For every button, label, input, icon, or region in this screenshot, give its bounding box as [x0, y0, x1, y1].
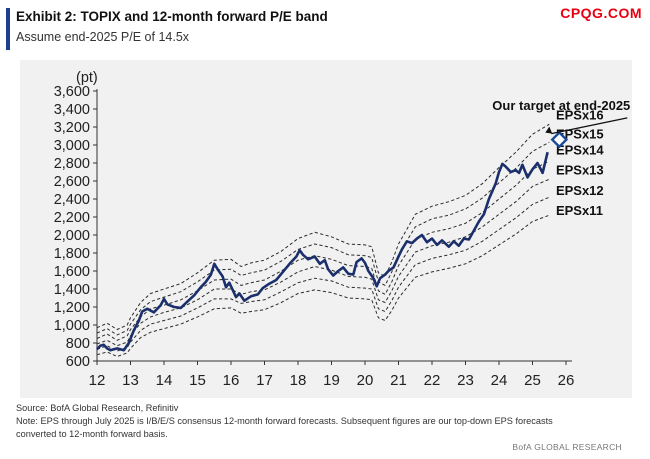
y-axis-unit-label: (pt)	[76, 70, 98, 86]
footnote-line-1: Note: EPS through July 2025 is I/B/E/S c…	[16, 416, 553, 426]
x-tick-label: 20	[357, 372, 374, 389]
x-axis: 12 13 14 15 16 17 18 19 20 21 22 23 24 25 26	[89, 360, 575, 389]
y-tick-label: 600	[66, 354, 90, 370]
y-tick-label: 2,000	[54, 228, 90, 244]
band-label-epsx14: EPSx14	[556, 143, 604, 158]
band-label-epsx12: EPSx12	[556, 183, 604, 198]
topix-line	[96, 151, 549, 352]
target-arrow-line	[551, 117, 628, 135]
y-tick-label: 2,800	[54, 156, 90, 172]
plot-area	[20, 60, 632, 398]
y-tick-label: 3,600	[54, 84, 90, 100]
x-tick-label: 16	[223, 372, 240, 389]
y-tick-label: 1,800	[54, 246, 90, 262]
band-line-epsx14	[96, 160, 550, 341]
brand-label: BofA GLOBAL RESEARCH	[512, 442, 622, 452]
y-tick-label: 800	[66, 336, 90, 352]
x-tick-label: 15	[189, 372, 206, 389]
band-label-epsx16: EPSx16	[556, 107, 604, 122]
y-tick-label: 3,000	[54, 138, 90, 154]
target-diamond-marker	[550, 130, 569, 149]
x-tick-label: 14	[156, 372, 173, 389]
x-tick-label: 22	[424, 372, 441, 389]
topix-series	[96, 151, 549, 352]
band-label-epsx13: EPSx13	[556, 162, 604, 177]
x-tick-label: 12	[89, 372, 106, 389]
source-note: Source: BofA Global Research, Refinitiv	[16, 403, 179, 413]
exhibit-subtitle: Assume end-2025 P/E of 14.5x	[16, 30, 190, 44]
watermark-logo: CPQG.COM	[560, 5, 642, 21]
pe-band-lines	[96, 123, 550, 358]
exhibit-title: Exhibit 2: TOPIX and 12-month forward P/…	[16, 9, 328, 24]
x-tick-label: 13	[122, 372, 139, 389]
footnote-line-2: converted to 12-month forward basis.	[16, 429, 168, 439]
title-accent-bar	[6, 8, 10, 50]
x-tick-label: 24	[491, 372, 508, 389]
y-axis: 600 800 1,000 1,200 1,400 1,600 1,800 2,000 2,20…	[54, 70, 98, 370]
band-line-epsx15	[96, 141, 550, 336]
x-tick-label: 18	[290, 372, 307, 389]
x-tick-label: 17	[256, 372, 273, 389]
y-tick-label: 1,600	[54, 264, 90, 280]
x-tick-label: 21	[390, 372, 407, 389]
y-tick-label: 2,200	[54, 210, 90, 226]
annotations: EPSx16EPSx15EPSx14EPSx13EPSx12EPSx11Our …	[492, 98, 630, 218]
y-tick-label: 3,400	[54, 102, 90, 118]
y-tick-label: 1,200	[54, 300, 90, 316]
y-tick-label: 2,400	[54, 192, 90, 208]
band-line-epsx16	[96, 123, 550, 331]
y-tick-label: 3,200	[54, 120, 90, 136]
x-tick-label: 25	[524, 372, 541, 389]
x-tick-label: 23	[457, 372, 474, 389]
x-tick-label: 19	[323, 372, 340, 389]
y-tick-label: 2,600	[54, 174, 90, 190]
x-tick-label: 26	[558, 372, 575, 389]
band-line-epsx11	[96, 214, 550, 358]
target-arrow-head	[545, 126, 553, 134]
y-tick-label: 1,400	[54, 282, 90, 298]
band-line-epsx12	[96, 196, 550, 352]
band-label-epsx11: EPSx11	[556, 203, 603, 218]
target-label: Our target at end-2025	[492, 98, 630, 113]
y-tick-label: 1,000	[54, 318, 90, 334]
